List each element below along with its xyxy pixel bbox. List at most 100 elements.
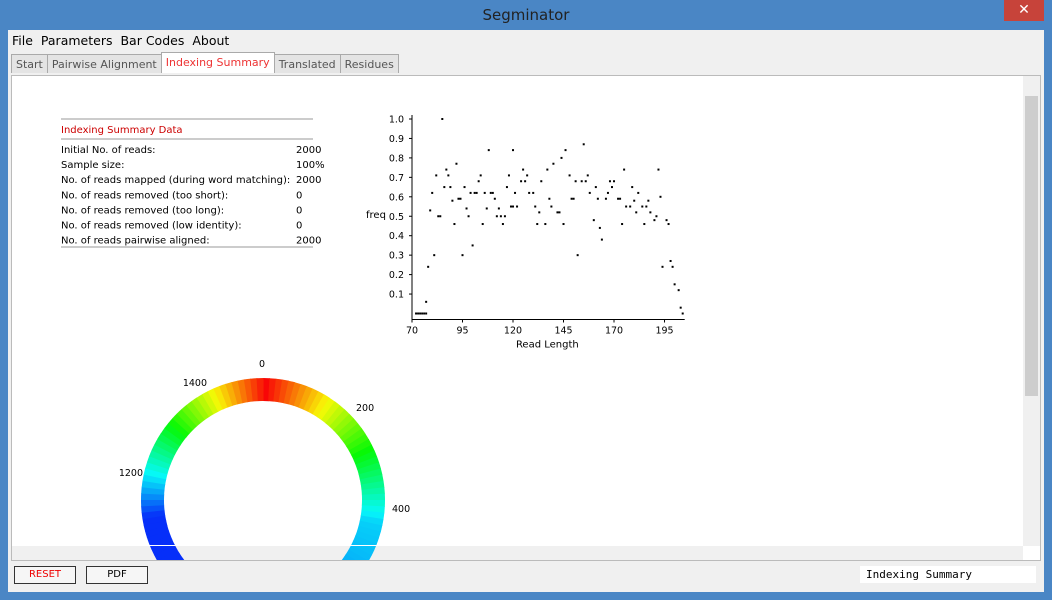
point [459,197,462,200]
point [469,191,472,194]
point [429,209,432,212]
ring-segment [353,450,378,465]
point [479,174,482,177]
ring-segment [321,401,341,424]
point [659,195,662,198]
point [552,162,555,165]
point [483,191,486,194]
ring-segment [231,380,243,405]
point [507,174,510,177]
summary-value: 0 [296,190,302,201]
point [594,186,597,189]
ring-segment [219,383,233,408]
point [588,191,591,194]
ring-segment [143,467,168,480]
v-scroll-thumb[interactable] [1025,96,1038,396]
menu-bar: File Parameters Bar Codes About [8,30,233,50]
ring-segment [325,405,346,427]
point [455,162,458,165]
ring-segment [358,468,383,480]
tab[interactable]: Residues [339,54,399,73]
point [661,265,664,268]
y-tick-label: 0.5 [389,212,404,223]
x-tick-label: 95 [456,326,468,337]
button[interactable]: PDF [86,566,148,584]
point [600,238,603,241]
ring-label: 0 [259,359,265,370]
summary-label: No. of reads pairwise aligned: [61,236,210,247]
point [572,197,575,200]
point [536,223,539,226]
y-tick-label: 0.9 [389,134,404,145]
point [538,211,541,214]
point [425,300,428,303]
point [631,186,634,189]
ring-segment [293,384,308,408]
ring-label: 1200 [119,468,143,479]
ring-segment [250,378,259,402]
ring-segment [151,444,175,460]
point [655,215,658,218]
point [457,197,460,200]
h-scrollbar[interactable] [12,546,1023,560]
point [619,197,622,200]
point [528,191,531,194]
point [564,149,567,152]
ring-segment [147,455,171,470]
ring-segment [145,461,169,475]
point [623,168,626,171]
ring-segment [172,413,194,434]
summary-value: 0 [296,221,302,232]
summary-label: No. of reads mapped (during word matchin… [61,175,290,186]
point [653,219,656,222]
point [427,265,430,268]
point [415,312,418,315]
summary-value: 2000 [296,175,321,186]
ring-segment [351,540,375,556]
ring-segment [207,388,224,412]
ring-segment [142,474,167,485]
point [435,174,438,177]
ring-segment [154,438,178,456]
point [475,191,478,194]
y-tick-label: 0.8 [389,153,404,164]
ring-segment [355,530,379,545]
point [606,191,609,194]
button[interactable]: RESET [14,566,76,584]
menu-item[interactable]: About [192,33,230,48]
point [621,223,624,226]
ring-segment [348,544,372,562]
point [493,197,496,200]
point [657,168,660,171]
point [665,219,668,222]
point [610,186,613,189]
point [671,265,674,268]
summary-label: No. of reads removed (low identity): [61,221,242,232]
menu-item[interactable]: Parameters [40,33,113,48]
ring-segment [307,391,325,415]
point [503,215,506,218]
point [449,186,452,189]
x-tick-label: 70 [406,326,418,337]
ring-segment [316,397,336,421]
tab[interactable]: Start [11,54,48,73]
summary-value: 0 [296,205,302,216]
clip-edge [12,545,1023,546]
point [550,205,553,208]
summary-label: No. of reads removed (too long): [61,205,224,216]
client-area: File Parameters Bar Codes About Start Pairwi… [8,30,1044,600]
menu-item[interactable]: File [12,33,33,48]
ring-segment [343,428,366,447]
y-tick-label: 0.2 [389,270,404,281]
tab[interactable]: Translated [273,54,341,73]
tab[interactable]: Pairwise Alignment [46,54,162,73]
summary-label: No. of reads removed (too short): [61,190,228,201]
close-button[interactable]: ✕ [1004,0,1044,21]
point [582,143,585,146]
y-tick-label: 0.7 [389,173,404,184]
ring-segment [348,439,372,456]
menu-item[interactable]: Bar Codes [120,33,185,48]
ring-segment [225,382,238,406]
point [608,180,611,183]
tab[interactable]: Indexing Summary [160,52,275,73]
